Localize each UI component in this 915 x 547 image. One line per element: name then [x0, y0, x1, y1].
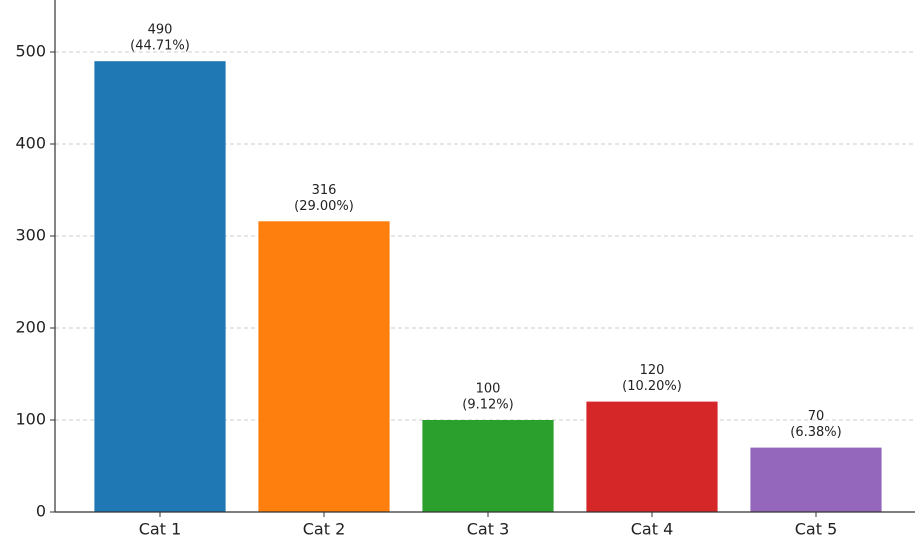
x-tick-label: Cat 5 [795, 520, 838, 539]
value-label: 490 [148, 23, 173, 38]
bar [750, 447, 882, 512]
x-tick-label: Cat 1 [139, 520, 182, 539]
y-tick-label: 0 [36, 502, 46, 521]
value-label: 100 [476, 382, 501, 397]
percent-label: (10.20%) [622, 379, 682, 394]
value-label: 120 [640, 363, 665, 378]
x-tick-label: Cat 4 [631, 520, 674, 539]
y-tick-label: 400 [15, 134, 46, 153]
y-tick-label: 500 [15, 42, 46, 61]
x-tick-label: Cat 3 [467, 520, 510, 539]
bar [422, 420, 554, 512]
bar [258, 221, 390, 512]
y-tick-label: 300 [15, 226, 46, 245]
percent-label: (29.00%) [294, 199, 354, 214]
y-tick-label: 200 [15, 318, 46, 337]
y-tick-label: 100 [15, 410, 46, 429]
bar [586, 401, 718, 512]
percent-label: (6.38%) [790, 425, 841, 440]
percent-label: (9.12%) [462, 398, 513, 413]
value-label: 70 [808, 409, 825, 424]
x-tick-label: Cat 2 [303, 520, 346, 539]
percent-label: (44.71%) [130, 39, 190, 54]
value-label: 316 [312, 183, 337, 198]
bar [94, 61, 226, 512]
